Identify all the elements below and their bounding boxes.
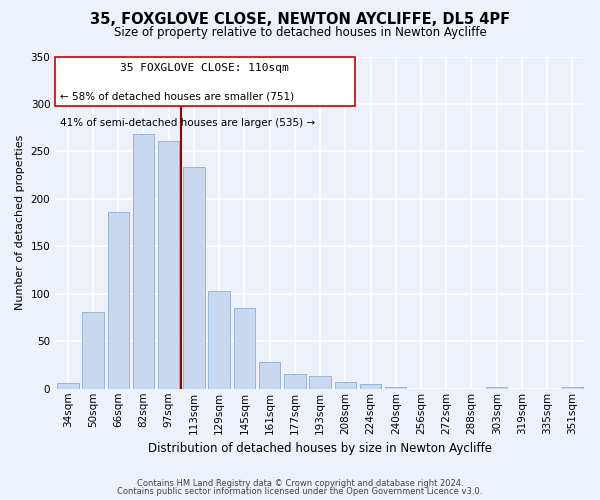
Text: Size of property relative to detached houses in Newton Aycliffe: Size of property relative to detached ho… [113,26,487,39]
Bar [57,383,79,389]
Bar [385,387,406,389]
Text: 35 FOXGLOVE CLOSE: 110sqm: 35 FOXGLOVE CLOSE: 110sqm [121,63,289,73]
Text: Contains public sector information licensed under the Open Government Licence v3: Contains public sector information licen… [118,487,482,496]
FancyBboxPatch shape [55,56,355,106]
Y-axis label: Number of detached properties: Number of detached properties [15,135,25,310]
Bar [158,141,179,389]
Bar [183,166,205,389]
Text: 41% of semi-detached houses are larger (535) →: 41% of semi-detached houses are larger (… [61,118,316,128]
Bar [486,387,508,389]
Bar [107,212,129,389]
Bar [208,291,230,389]
Text: 35, FOXGLOVE CLOSE, NEWTON AYCLIFFE, DL5 4PF: 35, FOXGLOVE CLOSE, NEWTON AYCLIFFE, DL5… [90,12,510,28]
Bar [133,134,154,389]
Text: ← 58% of detached houses are smaller (751): ← 58% of detached houses are smaller (75… [61,92,295,102]
X-axis label: Distribution of detached houses by size in Newton Aycliffe: Distribution of detached houses by size … [148,442,492,455]
Bar [259,362,280,389]
Bar [562,387,583,389]
Text: Contains HM Land Registry data © Crown copyright and database right 2024.: Contains HM Land Registry data © Crown c… [137,478,463,488]
Bar [310,376,331,389]
Bar [360,384,381,389]
Bar [233,308,255,389]
Bar [284,374,305,389]
Bar [82,312,104,389]
Bar [335,382,356,389]
